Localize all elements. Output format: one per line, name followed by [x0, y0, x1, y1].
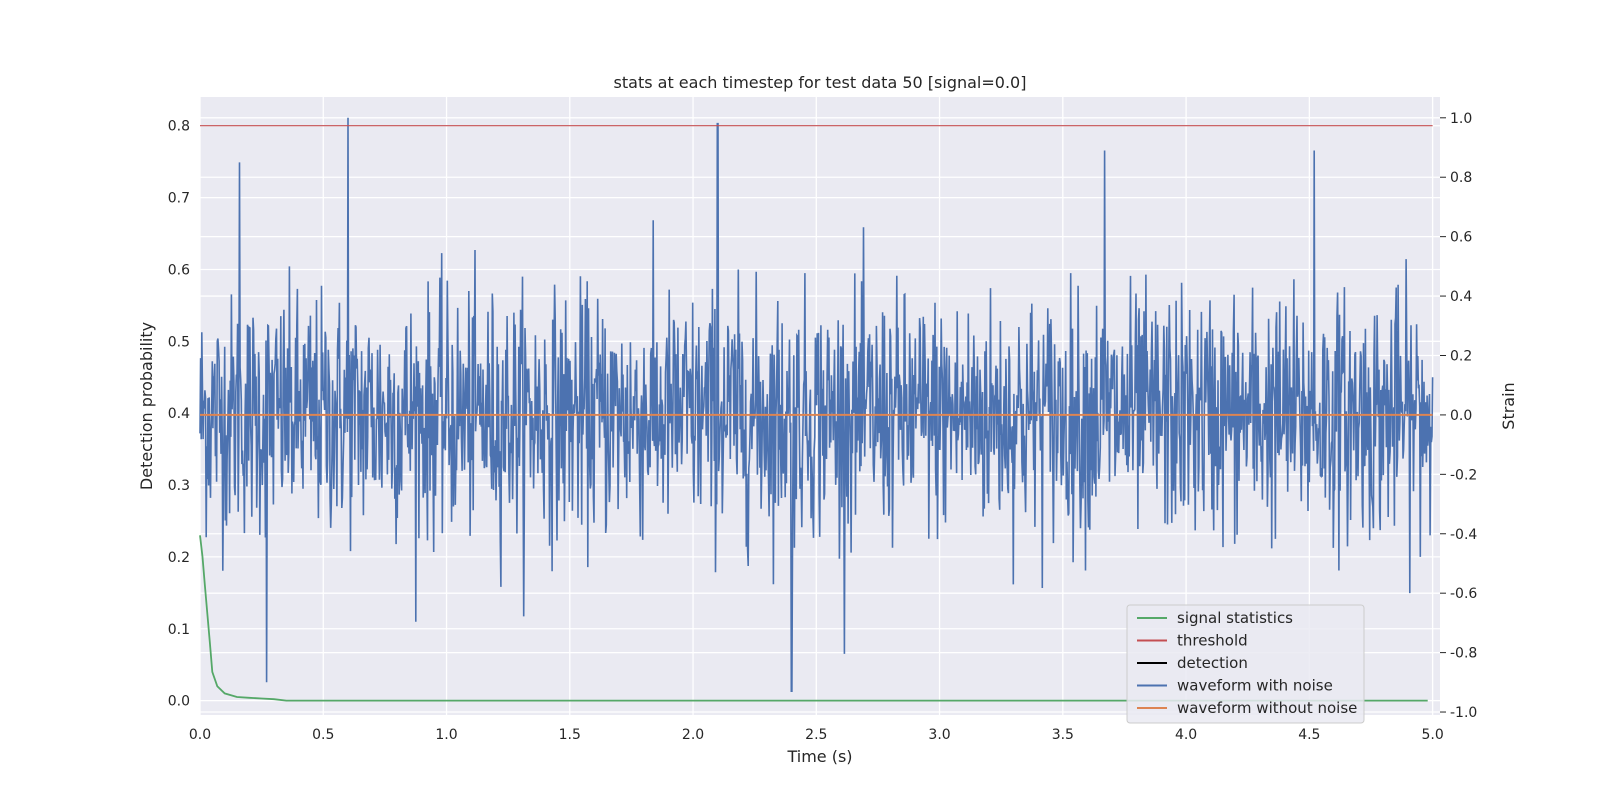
y2-tick-label: 0.6: [1450, 230, 1472, 246]
y-tick-label: 0.6: [168, 262, 190, 278]
y-tick-label: 0.5: [168, 334, 190, 350]
x-tick-label: 1.5: [559, 727, 581, 743]
x-tick-label: 3.0: [928, 727, 950, 743]
x-tick-label: 1.0: [435, 727, 457, 743]
x-tick-label: 5.0: [1421, 727, 1443, 743]
y2-axis-label: Strain: [1499, 382, 1518, 429]
x-tick-label: 0.5: [312, 727, 334, 743]
legend-label: waveform with noise: [1177, 677, 1333, 695]
x-tick-label: 4.5: [1298, 727, 1320, 743]
series-waveform-with-noise: [199, 117, 1434, 692]
x-tick-label: 2.5: [805, 727, 827, 743]
legend: signal statistics threshold detection wavef…: [1126, 604, 1365, 724]
series-signal-statistics: [199, 535, 1428, 702]
y2-tick-label: -0.6: [1450, 586, 1477, 602]
series-layer: [199, 117, 1434, 702]
tick-labels: 0.0 0.5 1.0 1.5 2.0 2.5 3.0 3.5 4.0 4.5 5.0 0.0 0.1 0…: [168, 111, 1478, 743]
x-tick-label: 3.5: [1052, 727, 1074, 743]
y-tick-label: 0.8: [168, 119, 190, 135]
y2-tick-label: -0.2: [1450, 467, 1477, 483]
y-tick-label: 0.7: [168, 191, 190, 207]
legend-label: waveform without noise: [1177, 699, 1357, 717]
y2-tick-label: -0.8: [1450, 646, 1477, 662]
y-tick-label: 0.1: [168, 622, 190, 638]
x-tick-label: 0.0: [189, 727, 211, 743]
y2-tick-label: 0.8: [1450, 170, 1472, 186]
legend-label: threshold: [1177, 632, 1248, 650]
y2-tick-label: 0.4: [1450, 289, 1472, 305]
x-axis-label: Time (s): [786, 747, 852, 766]
y-tick-label: 0.3: [168, 478, 190, 494]
y-tick-label: 0.2: [168, 550, 190, 566]
y2-tick-label: 0.0: [1450, 408, 1472, 424]
y-axis-label: Detection probability: [137, 322, 156, 490]
y2-tick-label: -1.0: [1450, 705, 1477, 721]
y-tick-label: 0.4: [168, 406, 190, 422]
legend-items: signal statistics threshold detection wavef…: [1137, 609, 1357, 717]
y2-tick-label: -0.4: [1450, 527, 1477, 543]
y2-tick-label: 0.2: [1450, 348, 1472, 364]
y-tick-label: 0.0: [168, 694, 190, 710]
x-tick-label: 4.0: [1175, 727, 1197, 743]
chart-title: stats at each timestep for test data 50 …: [614, 73, 1027, 92]
x-tick-label: 2.0: [682, 727, 704, 743]
legend-box: [1126, 604, 1365, 724]
legend-label: signal statistics: [1177, 609, 1293, 627]
legend-label: detection: [1177, 654, 1248, 672]
y2-tick-label: 1.0: [1450, 111, 1472, 127]
